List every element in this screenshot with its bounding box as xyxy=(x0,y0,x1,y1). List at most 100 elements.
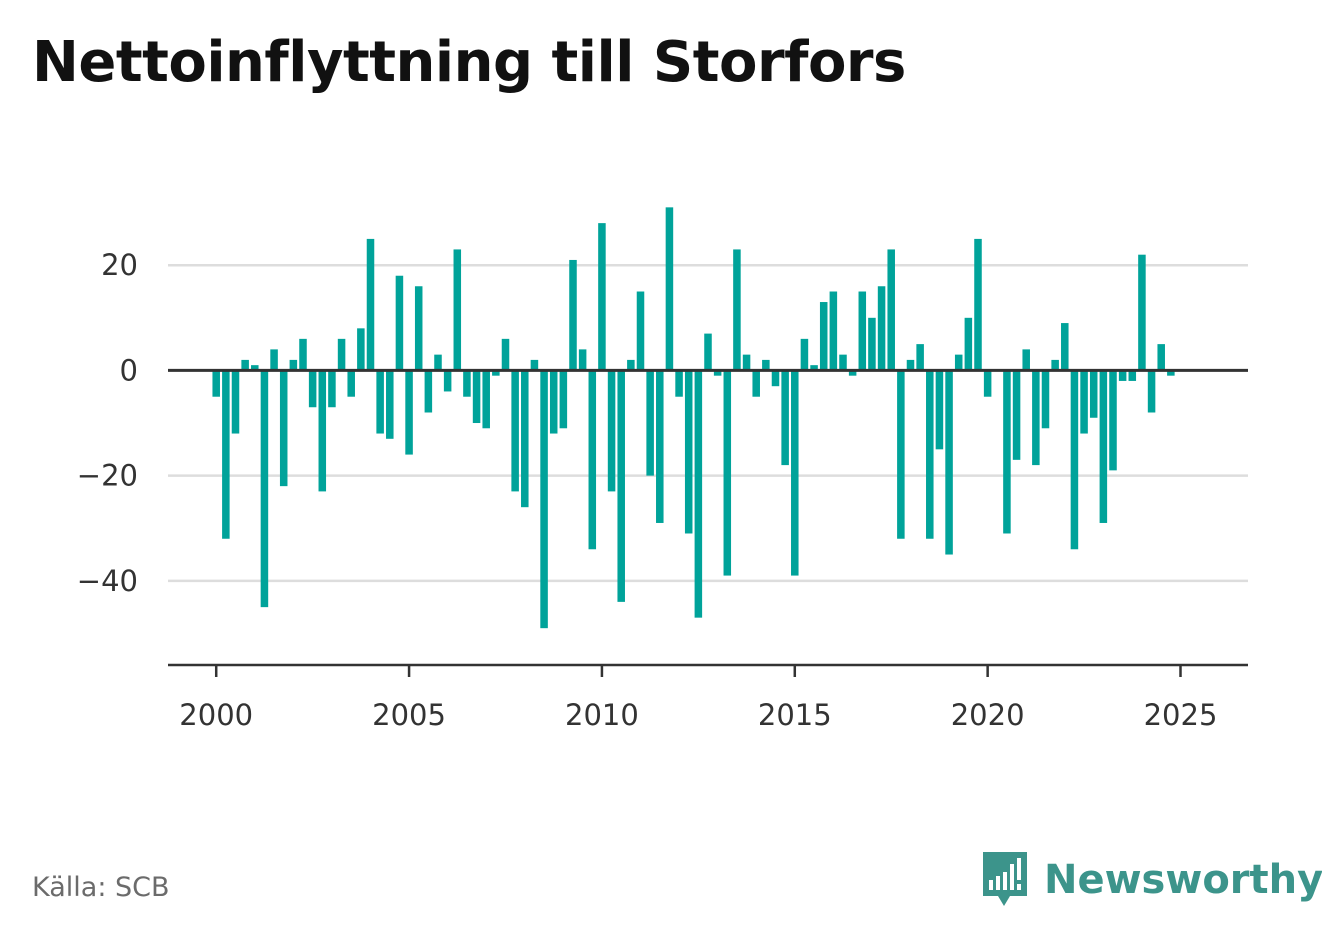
bars xyxy=(212,207,1175,629)
bar xyxy=(848,370,857,376)
bar xyxy=(376,370,384,434)
bar xyxy=(540,370,548,629)
bar xyxy=(424,370,433,413)
bar xyxy=(1109,370,1117,471)
bar xyxy=(656,370,664,523)
bar xyxy=(357,328,365,371)
bar xyxy=(414,286,423,371)
bar xyxy=(829,291,838,371)
y-tick-label: 0 xyxy=(120,353,138,387)
bar xyxy=(1099,370,1108,523)
bar xyxy=(588,370,597,550)
bar xyxy=(839,354,847,371)
bar xyxy=(1012,370,1021,460)
bar xyxy=(974,238,982,371)
bar xyxy=(627,359,635,371)
bar xyxy=(858,291,867,371)
bar xyxy=(964,317,973,371)
bar xyxy=(569,259,577,371)
bar xyxy=(1022,349,1030,371)
bar xyxy=(636,291,645,371)
bar xyxy=(1070,370,1079,550)
bar xyxy=(1138,254,1146,371)
bar xyxy=(1080,370,1088,434)
bar xyxy=(646,370,654,476)
bar xyxy=(337,338,346,371)
bar xyxy=(704,333,712,371)
bar xyxy=(347,370,355,397)
bar xyxy=(945,370,953,555)
bar xyxy=(877,286,886,371)
x-tick-label: 2000 xyxy=(179,698,253,732)
bar xyxy=(559,370,568,429)
bar xyxy=(1118,370,1127,381)
bar xyxy=(1061,323,1069,371)
bar xyxy=(482,370,490,429)
bar xyxy=(926,370,934,539)
newsworthy-logo: Newsworthy xyxy=(980,850,1322,910)
bar xyxy=(819,302,828,371)
y-tick-label: −20 xyxy=(77,459,138,493)
bar xyxy=(983,370,992,397)
bar xyxy=(366,238,375,371)
bar xyxy=(1089,370,1098,418)
bar xyxy=(222,370,230,539)
bar xyxy=(733,249,741,371)
bar xyxy=(617,370,625,602)
bar xyxy=(1003,370,1011,534)
bar xyxy=(328,370,336,408)
bar xyxy=(472,370,481,424)
x-tick-label: 2015 xyxy=(758,698,832,732)
bar xyxy=(279,370,288,487)
bar xyxy=(1051,359,1059,371)
x-tick-label: 2005 xyxy=(372,698,446,732)
bar xyxy=(752,370,760,397)
bar xyxy=(1157,344,1165,371)
bar xyxy=(598,223,606,371)
newsworthy-logo-icon xyxy=(983,852,1027,906)
bar xyxy=(723,370,732,576)
bar xyxy=(578,349,587,371)
bar xyxy=(308,370,317,408)
x-tick-label: 2020 xyxy=(951,698,1025,732)
bar xyxy=(395,275,404,371)
bar xyxy=(521,370,529,508)
bar xyxy=(1032,370,1040,466)
bar xyxy=(954,354,963,371)
bar xyxy=(868,317,876,371)
x-tick-label: 2010 xyxy=(565,698,639,732)
gridlines xyxy=(168,263,1248,583)
bar xyxy=(549,370,558,434)
bar xyxy=(762,359,770,371)
axes xyxy=(168,368,1248,677)
bar xyxy=(434,354,442,371)
bar xyxy=(241,359,249,371)
bar xyxy=(405,370,413,455)
bar xyxy=(299,338,307,371)
bar xyxy=(791,370,799,576)
bar xyxy=(742,354,751,371)
bar xyxy=(318,370,327,492)
bar xyxy=(212,370,220,397)
source-note: Källa: SCB xyxy=(32,872,170,903)
bar xyxy=(935,370,944,450)
bar xyxy=(897,370,905,539)
y-tick-labels: −40 −20 0 20 xyxy=(77,248,138,598)
bar xyxy=(665,207,674,371)
bar xyxy=(463,370,471,397)
bar xyxy=(530,359,539,371)
bar xyxy=(386,370,394,439)
bar xyxy=(270,349,278,371)
bar xyxy=(810,365,818,371)
bar xyxy=(1147,370,1156,413)
bar xyxy=(501,338,510,371)
bar xyxy=(443,370,452,392)
bar xyxy=(675,370,683,397)
bar xyxy=(511,370,519,492)
bar xyxy=(887,249,895,371)
bar xyxy=(453,249,462,371)
bar xyxy=(713,370,722,376)
bar xyxy=(781,370,789,466)
bar xyxy=(1167,370,1175,376)
